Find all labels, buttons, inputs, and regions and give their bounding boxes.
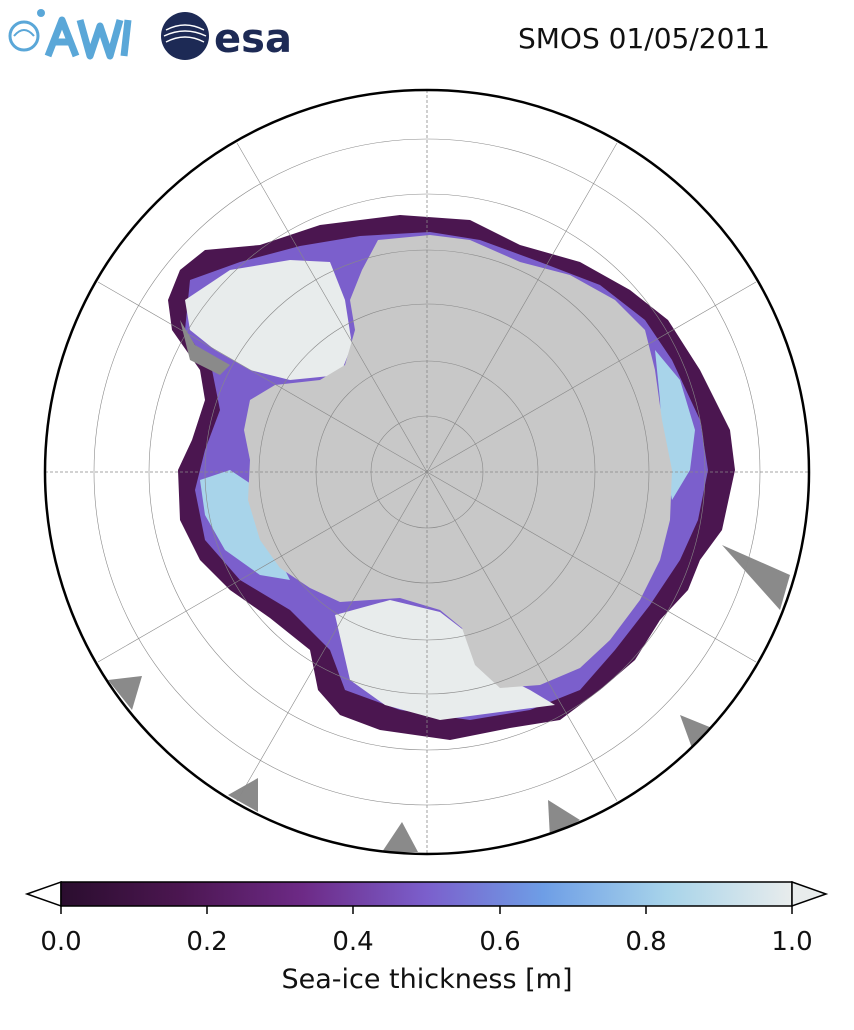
colorbar-tick-label: 0.4 xyxy=(332,927,373,957)
main-axes xyxy=(45,90,809,854)
logo-bar: esa xyxy=(0,0,320,70)
meridians xyxy=(97,142,757,802)
colorbar-tick-label: 0.6 xyxy=(479,927,520,957)
ice-shelf xyxy=(548,800,580,838)
colorbar-tick-label: 0.8 xyxy=(625,927,666,957)
ice-shelf xyxy=(108,676,142,710)
colorbar-tick-label: 0.2 xyxy=(186,927,227,957)
sea-ice-thick-ross xyxy=(335,600,555,720)
sea-ice-thick-west xyxy=(200,470,290,580)
awi-logo xyxy=(8,9,132,60)
ice-shelf xyxy=(680,715,712,748)
colorbar-tick-label: 1.0 xyxy=(771,927,812,957)
polar-map xyxy=(0,80,854,870)
ice-shelf xyxy=(722,545,790,610)
sea-ice-thick-weddell xyxy=(185,260,352,380)
colorbar: 0.0 0.2 0.4 0.6 0.8 1.0 xyxy=(0,870,854,1026)
colorbar-tick-label: 0.0 xyxy=(40,927,81,957)
map-title: SMOS 01/05/2011 xyxy=(518,22,771,55)
svg-text:esa: esa xyxy=(214,16,292,62)
ice-shelf xyxy=(228,778,258,812)
colorbar-label: Sea-ice thickness [m] xyxy=(281,964,573,995)
ice-shelf xyxy=(180,320,230,375)
colorbar-gradient xyxy=(60,881,793,907)
antarctica-land xyxy=(244,235,672,688)
ice-shelf xyxy=(382,822,418,852)
colorbar-extend-min xyxy=(24,880,62,908)
colorbar-extend-max xyxy=(791,880,829,908)
map-boundary xyxy=(43,88,811,856)
colorbar-ticks xyxy=(60,906,793,914)
esa-logo: esa xyxy=(161,12,292,62)
